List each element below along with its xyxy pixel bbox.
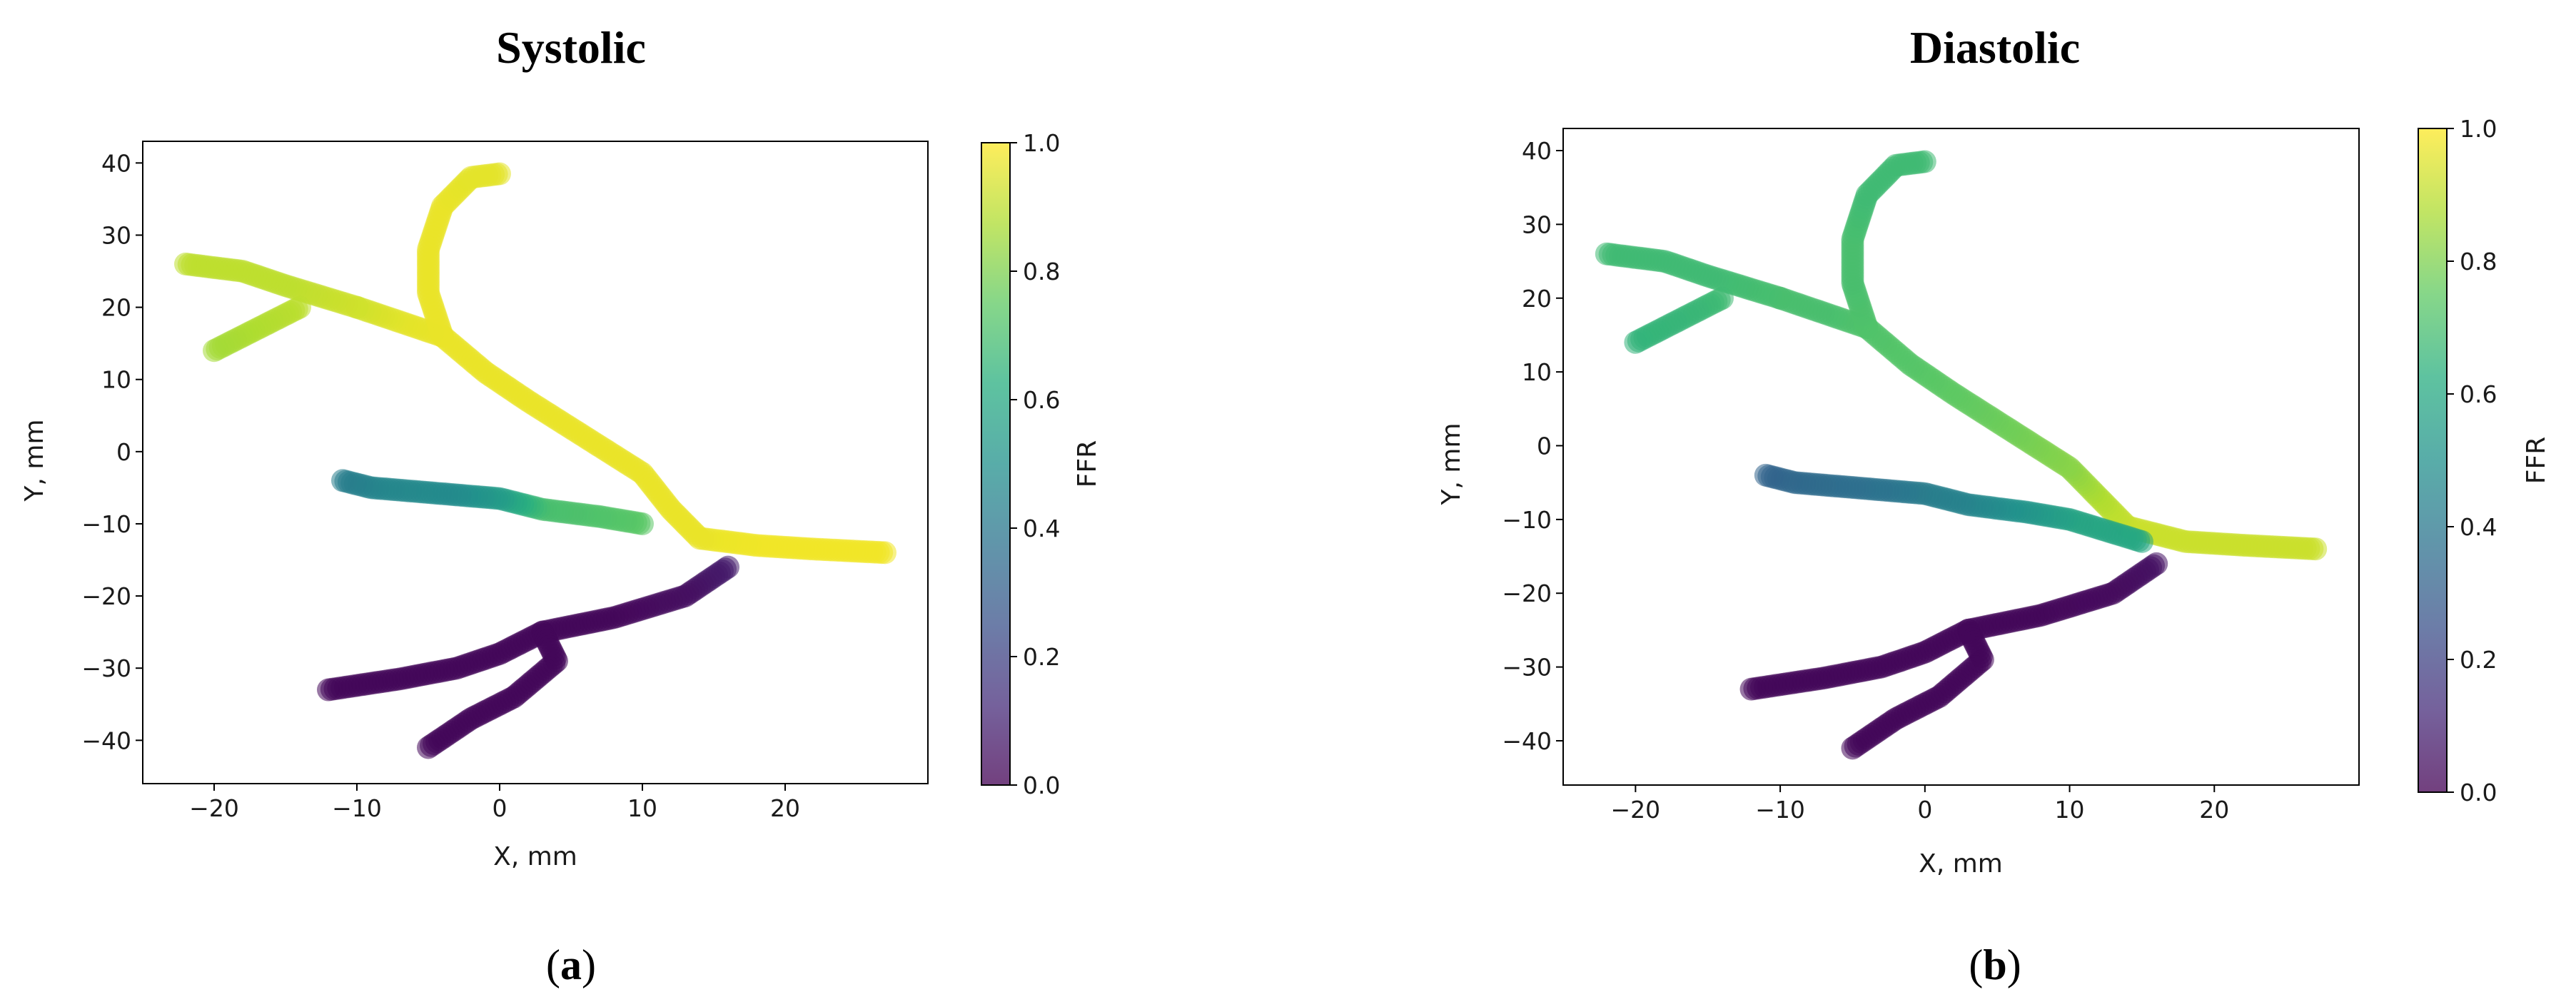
colorbar-tick-label: 0.2 — [1023, 643, 1060, 671]
x-tick-label: 0 — [493, 794, 507, 822]
panel-diastolic: Diastolic −20 −10 0 10 20 −40 −30 −20 −10 0 10 20 30… — [1437, 22, 2551, 988]
data-point — [1841, 737, 1864, 760]
data-point — [331, 469, 354, 492]
x-tick-label: 0 — [1917, 796, 1932, 824]
colorbar-tick-label: 0.4 — [1023, 515, 1060, 542]
data-point — [1595, 242, 1618, 265]
colorbar-tick-label: 0.0 — [1023, 771, 1060, 799]
colorbar-frame — [2418, 128, 2448, 793]
colorbar-frame — [981, 142, 1011, 786]
y-tick-label: 30 — [101, 221, 131, 249]
subfigure-label: (b) — [1969, 941, 2021, 988]
data-point — [174, 252, 197, 275]
y-tick-label: 40 — [101, 149, 131, 177]
colorbar-tick-label: 0.4 — [2460, 513, 2497, 541]
data-point — [203, 339, 226, 363]
colorbar-tick-label: 0.0 — [2460, 779, 2497, 806]
y-tick-label: −30 — [1502, 654, 1552, 682]
y-tick-label: −30 — [81, 654, 131, 682]
y-tick-label: 30 — [1522, 211, 1552, 238]
y-axis-label: Y, mm — [1437, 422, 1466, 505]
chart-title: Diastolic — [1910, 22, 2080, 73]
x-axis-label: X, mm — [493, 842, 577, 871]
x-tick-label: 10 — [2055, 796, 2085, 824]
y-tick-label: −10 — [1502, 506, 1552, 534]
axes-frame — [142, 141, 929, 784]
chart-title: Systolic — [496, 22, 646, 73]
x-tick-label: 10 — [627, 794, 657, 822]
colorbar-tick-label: 1.0 — [1023, 129, 1060, 157]
data-point — [1739, 677, 1763, 701]
colorbar — [981, 143, 1010, 785]
y-tick-label: 10 — [1522, 358, 1552, 386]
y-tick-label: 0 — [116, 438, 131, 466]
colorbar — [2418, 128, 2447, 792]
colorbar-tick-label: 0.6 — [2460, 380, 2497, 408]
points — [1595, 150, 2328, 760]
x-tick-label: −20 — [1611, 796, 1661, 824]
y-tick-label: −20 — [1502, 580, 1552, 607]
y-tick-label: 40 — [1522, 137, 1552, 165]
x-tick-label: −10 — [1755, 796, 1805, 824]
data-point — [317, 678, 340, 702]
y-tick-label: 20 — [101, 294, 131, 322]
colorbar-tick-label: 0.6 — [1023, 386, 1060, 414]
data-point — [417, 736, 440, 759]
y-tick-label: −40 — [81, 727, 131, 754]
points — [174, 162, 896, 759]
colorbar-tick-label: 0.8 — [1023, 258, 1060, 285]
data-point — [1624, 330, 1647, 354]
y-tick-label: −40 — [1502, 727, 1552, 755]
x-tick-label: 20 — [2199, 796, 2229, 824]
colorbar-tick-label: 1.0 — [2460, 115, 2497, 143]
data-point — [1913, 150, 1936, 173]
data-point — [488, 162, 511, 186]
colorbar-label: FFR — [2522, 437, 2551, 484]
x-axis-label: X, mm — [1919, 849, 2003, 879]
y-tick-label: 10 — [101, 366, 131, 394]
y-tick-label: 20 — [1522, 285, 1552, 313]
subfigure-label: (a) — [546, 941, 596, 988]
y-tick-label: 0 — [1537, 432, 1552, 460]
panel-systolic: Systolic −20 −10 0 10 20 −40 −30 −20 −10 0 10 20 30 4… — [20, 22, 1102, 988]
x-tick-label: 20 — [770, 794, 800, 822]
plot-area: −20 −10 0 10 20 −40 −30 −20 −10 0 10 20 30 40 — [81, 141, 929, 822]
x-tick-label: −10 — [332, 794, 382, 822]
y-axis-label: Y, mm — [20, 419, 49, 502]
colorbar-tick-label: 0.8 — [2460, 248, 2497, 275]
colorbar-ticks: 0.0 0.2 0.4 0.6 0.8 1.0 — [1010, 129, 1060, 799]
plot-area: −20 −10 0 10 20 −40 −30 −20 −10 0 10 20 30 40 — [1502, 128, 2360, 824]
colorbar-label: FFR — [1073, 440, 1102, 487]
y-tick-label: −20 — [81, 582, 131, 610]
data-point — [1754, 463, 1777, 487]
x-tick-label: −20 — [189, 794, 239, 822]
axes-frame — [1562, 128, 2360, 786]
colorbar-ticks: 0.0 0.2 0.4 0.6 0.8 1.0 — [2447, 115, 2497, 806]
y-tick-label: −10 — [81, 510, 131, 538]
colorbar-tick-label: 0.2 — [2460, 646, 2497, 674]
